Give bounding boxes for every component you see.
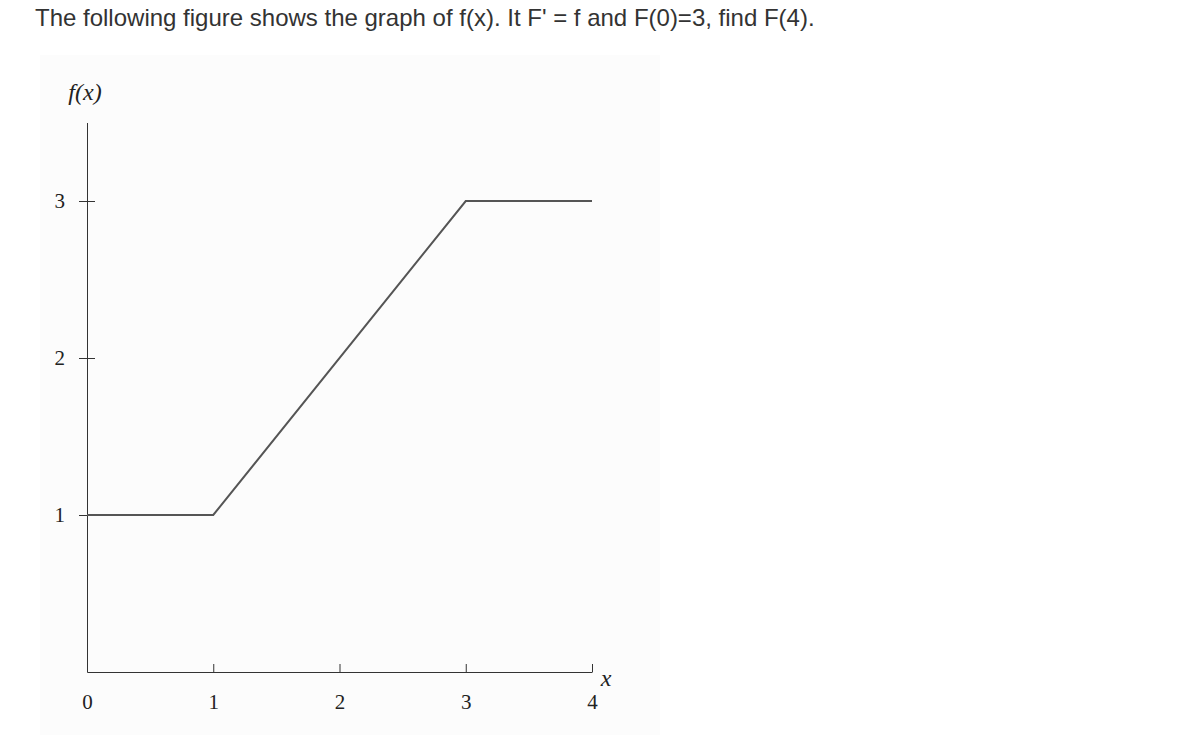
x-axis-label: x [600,665,612,691]
y-tick-mark [79,358,95,359]
y-tick: 2 [55,346,96,370]
x-tick-mark [213,664,214,672]
x-tick-mark [466,664,467,672]
x-tick-mark [592,664,593,672]
y-tick-label: 3 [55,189,66,213]
y-axis-line [87,123,88,673]
x-tick: 1 [209,664,220,714]
chart: The following figure shows the graph of … [0,0,1200,741]
x-tick-label: 1 [209,690,220,714]
figure-panel [40,55,660,735]
y-tick-label: 2 [55,346,66,370]
y-tick-mark [79,201,95,202]
x-tick: 2 [335,664,346,714]
x-tick-label: 4 [587,690,598,714]
y-tick-label: 1 [55,503,66,527]
plot-area [87,201,592,515]
y-axis: 1 2 3 [55,123,96,673]
x-tick-label: 2 [335,690,346,714]
x-tick-mark [340,664,341,672]
x-tick-label: 3 [461,690,472,714]
x-tick: 4 [587,664,598,714]
x-axis-line [88,672,593,673]
title: The following figure shows the graph of … [35,4,815,31]
x-tick: 3 [461,664,472,714]
f-line [87,201,592,515]
y-tick: 3 [55,189,96,213]
x-tick-label: 0 [82,690,93,714]
x-axis: 0 1 2 3 4 [82,664,598,714]
y-axis-label: f(x) [68,79,101,105]
